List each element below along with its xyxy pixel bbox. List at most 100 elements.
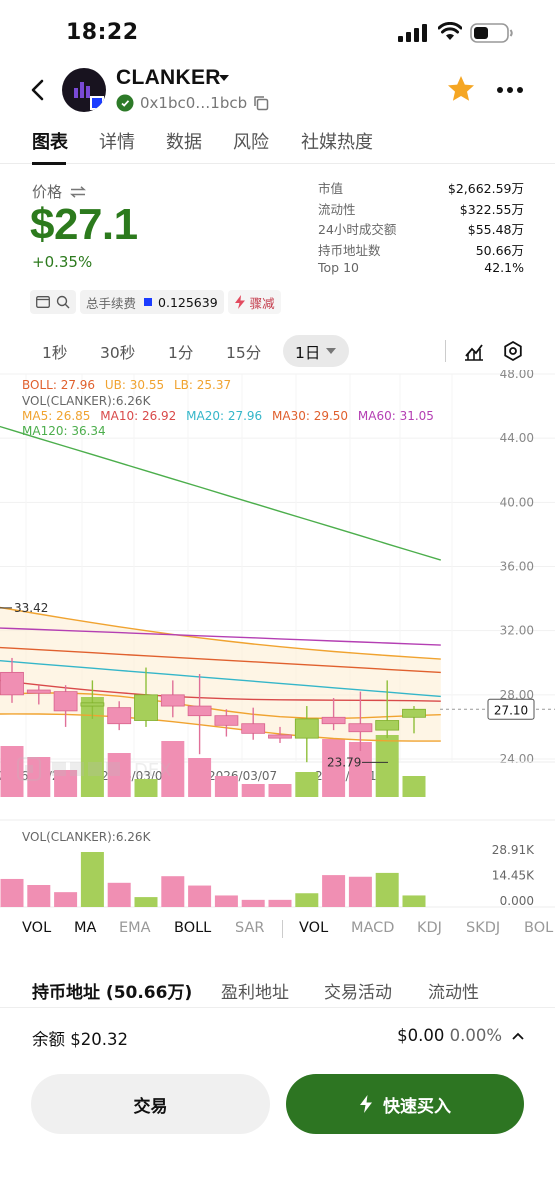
ma60-line: [0, 627, 441, 646]
low-marker-label: 23.79: [327, 755, 361, 769]
boll-upper-line: [0, 606, 441, 660]
main-volume-bar: [268, 784, 292, 797]
indicator-vol[interactable]: VOL: [22, 920, 52, 936]
surge-chip[interactable]: 骤减: [227, 290, 281, 314]
interval-separator: [445, 340, 446, 362]
tab-chart[interactable]: 图表: [32, 132, 68, 153]
chart-settings-icon[interactable]: [502, 340, 524, 362]
indicator-ema[interactable]: EMA: [119, 920, 151, 936]
candle-body: [214, 715, 239, 726]
main-volume-bar: [161, 741, 185, 797]
token-logo-bars-icon: [74, 82, 90, 98]
sub-volume-bar: [214, 895, 238, 907]
interval-15m[interactable]: 15分: [226, 344, 262, 362]
candle-body: [348, 723, 373, 733]
indicator-kdj[interactable]: KDJ: [417, 920, 442, 936]
trade-button-label: 交易: [133, 1096, 168, 1117]
battery-icon: [470, 23, 513, 43]
token-header: CLANKER 0x1bc0…1bcb: [0, 62, 555, 122]
quick-buy-button[interactable]: 快速买入: [286, 1074, 524, 1134]
y-tick-label: 36.00: [500, 560, 534, 574]
ma30-line: [0, 646, 441, 674]
main-tabs: 图表 详情 数据 风险 社媒热度: [0, 122, 555, 165]
legend-ma30: MA30: 29.50: [272, 409, 349, 423]
y-tick-label: 40.00: [500, 495, 534, 509]
main-volume-bar: [241, 784, 265, 797]
indicator-boll[interactable]: BOLL: [174, 920, 212, 936]
token-name[interactable]: CLANKER: [116, 66, 221, 89]
window-icon: [36, 296, 50, 308]
tab-social[interactable]: 社媒热度: [301, 132, 373, 153]
candle-body: [187, 705, 212, 717]
sub-volume-bar: [268, 899, 292, 907]
main-volume-bar: [80, 697, 104, 797]
price-label-text: 价格: [32, 183, 63, 201]
tab-risk[interactable]: 风险: [233, 132, 269, 153]
ma10-line: [0, 679, 441, 702]
candle-body: [26, 689, 51, 694]
watermark-logo-icon: DEX: [17, 757, 172, 781]
indicator-sar[interactable]: SAR: [235, 920, 265, 936]
chevron-up-icon[interactable]: [512, 1032, 524, 1040]
copy-icon[interactable]: [253, 95, 269, 111]
chain-badge-icon: [90, 96, 104, 110]
interval-30s[interactable]: 30秒: [100, 344, 136, 362]
balance-value: $0.00: [397, 1026, 445, 1045]
ma120-line: [0, 425, 442, 561]
favorite-star-icon[interactable]: [446, 74, 476, 104]
y-tick-label: 28.00: [500, 688, 534, 702]
ma20-line: [0, 660, 441, 698]
tab-profitable[interactable]: 盈利地址: [221, 983, 289, 1003]
indicator-skdj[interactable]: SKDJ: [466, 920, 501, 936]
y-tick-label: 48.00: [500, 370, 534, 381]
candle-body: [241, 723, 266, 734]
price-label[interactable]: 价格: [32, 181, 86, 202]
tab-data[interactable]: 数据: [166, 132, 202, 153]
more-menu-icon[interactable]: [496, 86, 524, 94]
signal-icon: [398, 24, 427, 42]
candle-body: [160, 694, 185, 707]
candle-body: [268, 734, 292, 739]
balance-row[interactable]: 余额 $20.32 $0.00 0.00%: [32, 1026, 524, 1050]
legend-ma10: MA10: 26.92: [100, 409, 177, 423]
sub-volume-bar: [80, 852, 104, 907]
chart-canvas[interactable]: 48.0044.0040.0036.0032.0028.0024.002026/…: [0, 370, 555, 910]
tab-details[interactable]: 详情: [99, 132, 135, 153]
search-chip[interactable]: [30, 290, 76, 314]
sub-volume-bar: [402, 895, 426, 907]
main-volume-bar: [402, 776, 426, 797]
main-volume-bar: [27, 757, 51, 797]
indicator-tabs: VOL MA EMA BOLL SAR VOL MACD KDJ SKDJ BO…: [0, 916, 555, 942]
fee-chip[interactable]: 总手续费 0.125639: [80, 290, 224, 314]
main-volume-bar: [54, 770, 78, 797]
chart-style-icon[interactable]: [463, 340, 485, 362]
tab-activity[interactable]: 交易活动: [324, 983, 392, 1003]
volume-tick-label: 0.000: [500, 894, 534, 908]
high-marker-label: 33.42: [14, 601, 48, 615]
back-arrow-icon[interactable]: [26, 76, 50, 104]
balance-value-group: $0.00 0.00%: [397, 1026, 502, 1045]
candle-body: [402, 708, 426, 718]
interval-1d[interactable]: 1日: [283, 335, 349, 367]
trade-button[interactable]: 交易: [31, 1074, 270, 1134]
swap-icon: [70, 185, 86, 198]
stat-top10: Top 10 42.1%: [318, 260, 524, 275]
indicator-macd[interactable]: MACD: [351, 920, 395, 936]
interval-1s[interactable]: 1秒: [42, 344, 68, 362]
tab-liquidity[interactable]: 流动性: [428, 983, 479, 1003]
stat-market-cap: 市值 $2,662.59万: [318, 181, 524, 196]
legend-ma5: MA5: 26.85: [22, 409, 91, 423]
vol-legend: VOL(CLANKER):6.26K: [22, 394, 151, 408]
legend-ma20: MA20: 27.96: [186, 409, 263, 423]
interval-1m[interactable]: 1分: [168, 344, 194, 362]
sub-volume-bar: [54, 892, 78, 907]
status-bar: 18:22: [0, 0, 555, 62]
volume-tick-label: 28.91K: [492, 843, 535, 857]
indicator-boll-2[interactable]: BOL: [524, 920, 554, 936]
indicator-sub-vol[interactable]: VOL: [299, 920, 329, 936]
tab-holders[interactable]: 持币地址 (50.66万): [32, 983, 193, 1003]
price-chart[interactable]: 48.00 44.00 40.00 36.00 32.00 28.00 24.00 2026/…: [0, 370, 555, 910]
candle-body: [0, 671, 24, 696]
caret-down-icon[interactable]: [219, 74, 229, 82]
indicator-ma[interactable]: MA: [74, 920, 97, 936]
